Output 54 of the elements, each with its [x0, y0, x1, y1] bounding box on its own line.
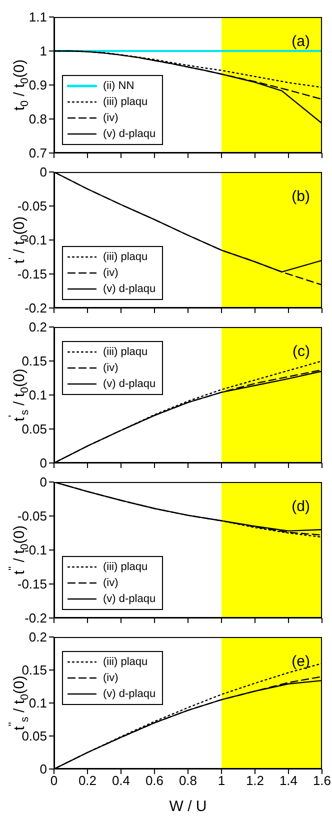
x-tick-label: 1.2 [246, 773, 264, 788]
y-tick-label: 0.1 [28, 388, 47, 403]
y-tick-label: 0.15 [22, 354, 47, 369]
y-tick-label: 0.2 [28, 320, 47, 335]
legend-label: (iv) [103, 267, 118, 279]
legend-label: (iii) plaqu [103, 96, 148, 108]
legend-label: (v) d-plaqu [103, 688, 156, 700]
y-tick-label: -0.2 [24, 300, 47, 316]
y-tick-label: 0.15 [22, 662, 47, 678]
annotation: (c) [292, 343, 310, 360]
y-tick-label: 0.2 [28, 630, 47, 645]
y-tick-label: -0.15 [17, 266, 47, 282]
annotation: (e) [292, 653, 310, 670]
legend-label: (v) d-plaqu [103, 128, 156, 140]
x-tick-label: 0.2 [78, 773, 97, 788]
legend-label: (iii) plaqu [103, 561, 148, 573]
annotation: (d) [292, 498, 310, 515]
y-tick-label: 1.1 [28, 10, 47, 25]
y-tick-label: 0.8 [28, 112, 47, 127]
legend-label: (iv) [103, 112, 118, 124]
y-tick-label: 0.05 [22, 728, 47, 744]
x-tick-label: 1.4 [279, 773, 298, 788]
legend-label: (iii) plaqu [103, 346, 148, 358]
y-tick-label: -0.05 [17, 198, 47, 214]
y-tick-label: 0.9 [28, 78, 47, 93]
x-tick-label: 0.4 [112, 773, 130, 788]
y-tick-label: 1 [40, 44, 47, 59]
y-tick-label: 0.7 [28, 146, 47, 161]
x-tick-label: 1 [218, 773, 226, 788]
legend-label: (iii) plaqu [103, 656, 148, 668]
y-tick-label: 0 [40, 762, 47, 777]
y-tick-label: 0 [40, 456, 47, 471]
annotation: (b) [292, 188, 310, 205]
legend-label: (iv) [103, 362, 118, 374]
annotation: (a) [292, 33, 310, 50]
x-tick-label: 0 [50, 773, 58, 788]
legend-label: (v) d-plaqu [103, 593, 156, 605]
y-tick-label: -0.2 [24, 610, 47, 626]
y-tick-label: -0.05 [17, 508, 47, 524]
x-tick-label: 0.6 [145, 773, 164, 788]
legend-label: (iii) plaqu [103, 251, 148, 263]
y-tick-label: -0.15 [17, 576, 47, 592]
x-tick-label: 0.8 [178, 773, 198, 788]
legend-label: (iv) [103, 672, 118, 684]
y-tick-label: 0 [40, 164, 47, 180]
legend-label: (iv) [103, 577, 118, 589]
legend-label: (ii) NN [103, 80, 134, 92]
y-tick-label: 0.05 [22, 422, 47, 437]
legend-label: (v) d-plaqu [103, 283, 156, 295]
y-tick-label: 0 [40, 474, 47, 490]
y-tick-label: 0.1 [28, 696, 47, 711]
x-axis-title: W / U [169, 798, 207, 815]
legend-label: (v) d-plaqu [103, 378, 156, 390]
x-tick-label: 1.6 [312, 773, 332, 788]
